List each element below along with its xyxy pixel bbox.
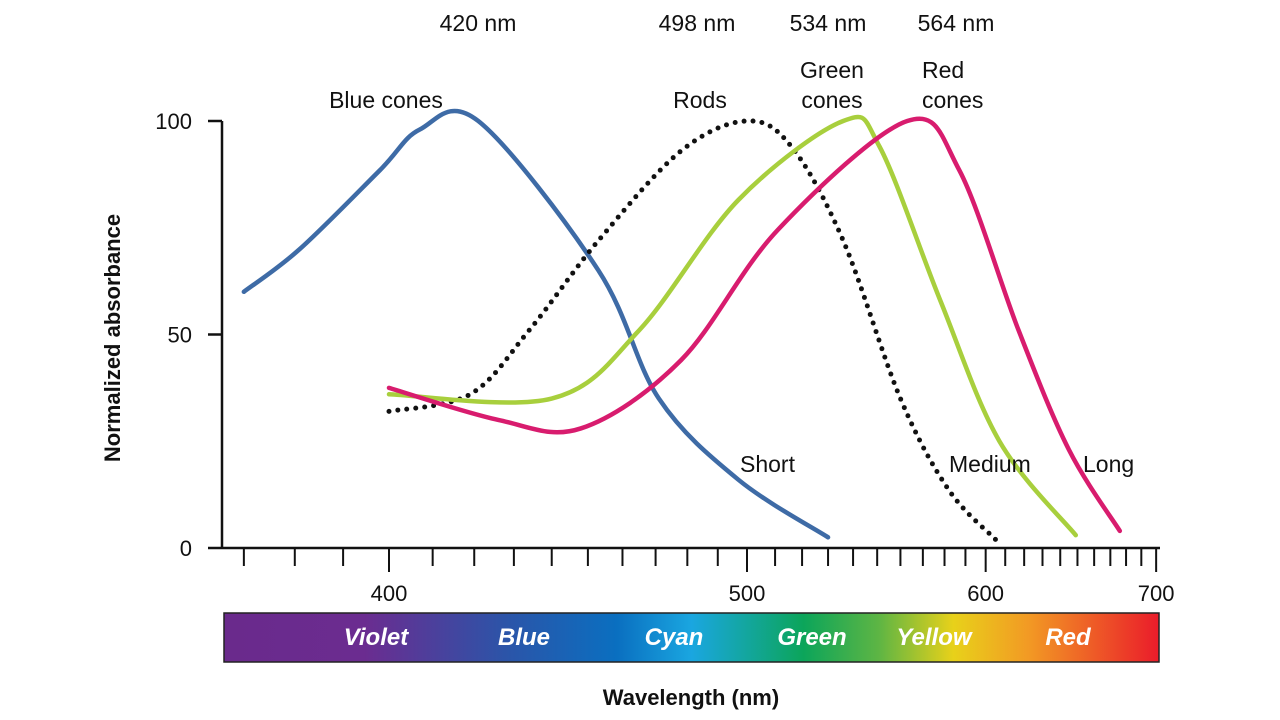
y-axis-title: Normalized absorbance <box>100 214 125 462</box>
y-tick-label: 100 <box>155 109 192 134</box>
axes: 400 500 600 700 0 50 100 <box>155 109 1174 606</box>
spectrum-band-red: Red <box>1045 624 1092 651</box>
range-label-short: Short <box>740 451 796 477</box>
range-label-medium: Medium <box>949 451 1031 477</box>
x-tick-label: 600 <box>967 581 1004 606</box>
peak-label-blue: 420 nm <box>440 10 517 36</box>
series-label-green: Green cones <box>800 57 864 113</box>
spectrum-band-cyan: Cyan <box>645 624 704 651</box>
series-line-rods <box>386 118 999 542</box>
curve-labels: 420 nm 498 nm 534 nm 564 nm Blue cones R… <box>329 10 1134 477</box>
curves <box>241 108 1123 542</box>
peak-label-green: 534 nm <box>790 10 867 36</box>
x-tick-label: 700 <box>1138 581 1175 606</box>
y-tick-label: 50 <box>168 323 192 348</box>
spectrum-band-blue: Blue <box>498 624 550 651</box>
y-tick-label: 0 <box>180 536 192 561</box>
spectrum-band-yellow: Yellow <box>896 624 972 651</box>
series-line-green-cones <box>386 114 1079 538</box>
spectrum-band-violet: Violet <box>344 624 409 651</box>
spectrum-band-green: Green <box>777 624 846 651</box>
series-line-blue-cones <box>241 108 831 540</box>
series-label-rods: Rods <box>673 87 727 113</box>
range-label-long: Long <box>1083 451 1134 477</box>
spectrum-band-labels: Violet Blue Cyan Green Yellow Red <box>344 624 1092 651</box>
series-label-red: Red cones <box>922 57 983 113</box>
peak-label-red: 564 nm <box>918 10 995 36</box>
x-axis-title: Wavelength (nm) <box>603 685 779 710</box>
x-tick-label: 500 <box>729 581 766 606</box>
series-line-red-cones <box>386 116 1123 534</box>
visible-spectrum-bar <box>223 612 1160 663</box>
peak-label-rods: 498 nm <box>659 10 736 36</box>
x-tick-label: 400 <box>371 581 408 606</box>
series-label-blue: Blue cones <box>329 87 443 113</box>
